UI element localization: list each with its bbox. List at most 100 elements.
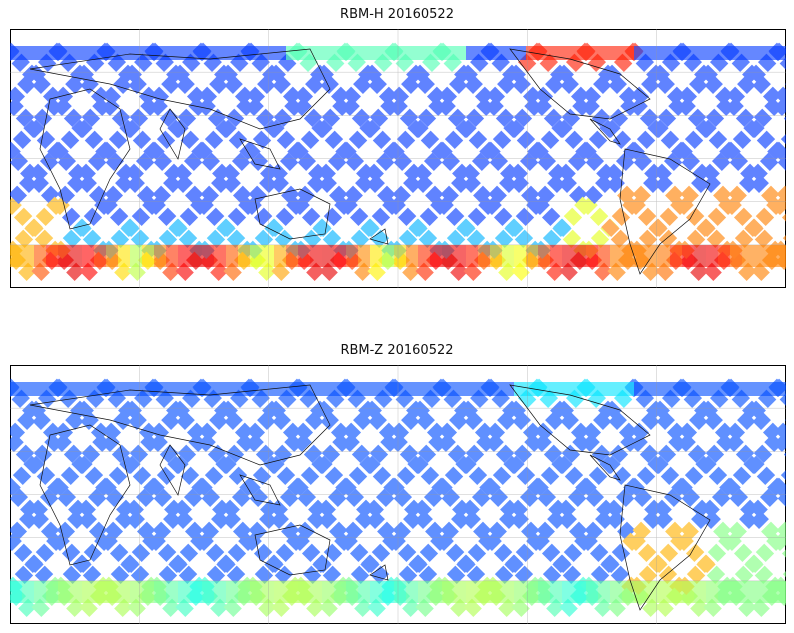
swath-cell — [265, 218, 284, 238]
swath-cell — [300, 130, 320, 150]
swath-cell — [169, 554, 188, 574]
swath-cell — [764, 97, 783, 117]
swath-cell — [57, 488, 77, 508]
swath-cell — [607, 262, 626, 282]
swath-cell — [659, 543, 679, 563]
swath-cell — [169, 218, 188, 238]
swath-cell — [465, 108, 485, 128]
swath-cell — [777, 152, 786, 172]
swath-cell — [311, 455, 330, 475]
swath-cell — [711, 488, 731, 508]
swath-cell — [173, 499, 192, 519]
swath-cell — [691, 174, 710, 194]
swath-cell — [171, 400, 190, 420]
swath-cell — [332, 433, 351, 453]
swath-cell — [10, 521, 28, 541]
swath-cell — [499, 510, 518, 530]
polar-band — [10, 382, 786, 603]
swath-cell — [446, 229, 466, 249]
swath-cell — [594, 262, 613, 282]
swath-cell — [497, 411, 516, 431]
swath-cell — [492, 466, 512, 486]
swath-cell — [318, 510, 337, 530]
swath-cell — [611, 543, 631, 563]
swath-cell — [755, 207, 775, 227]
swath-cell — [186, 422, 206, 442]
swath-cell — [81, 108, 101, 128]
swath-cell — [471, 488, 491, 508]
swath-cell — [142, 196, 161, 216]
swath-cell — [259, 510, 278, 530]
swath-cell — [246, 86, 266, 106]
swath-cell — [296, 521, 315, 541]
swath-cell — [94, 532, 113, 552]
swath-cell — [622, 196, 641, 216]
swath-cell — [612, 130, 632, 150]
swath-cell — [519, 488, 539, 508]
swath-cell — [733, 207, 753, 227]
swath-cell — [401, 75, 420, 95]
swath-cell — [445, 207, 465, 227]
swath-cell — [476, 433, 495, 453]
swath-cell — [655, 262, 674, 282]
swath-cell — [494, 565, 514, 585]
coastlines — [29, 48, 711, 275]
swath-cell — [732, 130, 752, 150]
swath-cell — [226, 565, 246, 585]
swath-cell — [612, 466, 632, 486]
swath-cell — [348, 130, 368, 150]
swath-cell — [355, 174, 374, 194]
swath-cell — [179, 207, 199, 227]
swath-cell — [415, 262, 434, 282]
swath-cell — [590, 565, 610, 585]
swath-cell — [223, 598, 242, 618]
swath-cell — [701, 163, 720, 183]
swath-cell — [177, 444, 197, 464]
swath-cell — [190, 532, 209, 552]
swath-cell — [482, 477, 501, 497]
swath-cell — [167, 455, 186, 475]
swath-cell — [615, 488, 635, 508]
swath-cell — [46, 196, 65, 216]
swath-cell — [594, 598, 613, 618]
swath-cell — [10, 422, 26, 442]
swath-cell — [297, 488, 317, 508]
swath-cell — [174, 510, 193, 530]
swath-cell — [156, 466, 176, 486]
swath-cell — [87, 152, 107, 172]
swath-cell — [503, 455, 522, 475]
swath-cell — [10, 141, 21, 161]
swath-cell — [345, 152, 365, 172]
swath-cell — [111, 108, 131, 128]
swath-cell — [275, 207, 295, 227]
swath-cell — [370, 229, 390, 249]
swath-cell — [14, 229, 34, 249]
swath-cell — [66, 598, 85, 618]
swath-cell — [257, 411, 276, 431]
swath-cell — [689, 75, 708, 95]
swath-cell — [569, 185, 588, 205]
swath-cell — [541, 543, 561, 563]
swath-cell — [447, 108, 467, 128]
swath-cell — [152, 521, 172, 541]
swath-cell — [25, 218, 44, 238]
swath-cell — [294, 422, 314, 442]
swath-cell — [77, 499, 96, 519]
swath-cell — [728, 521, 747, 541]
swath-cell — [636, 130, 656, 150]
swath-cell — [665, 521, 684, 541]
swath-cell — [276, 130, 296, 150]
swath-cell — [232, 521, 252, 541]
swath-cell — [320, 411, 339, 431]
swath-cell — [455, 455, 474, 475]
swath-cell — [555, 400, 574, 420]
swath-cell — [78, 174, 97, 194]
swath-cell — [557, 163, 576, 183]
swath-cell — [272, 411, 291, 431]
swath-cell — [697, 554, 716, 574]
swath-cell — [558, 174, 577, 194]
swath-cell — [177, 108, 197, 128]
swath-cell — [514, 229, 534, 249]
swath-cell — [542, 565, 562, 585]
swath-cell — [211, 510, 230, 530]
